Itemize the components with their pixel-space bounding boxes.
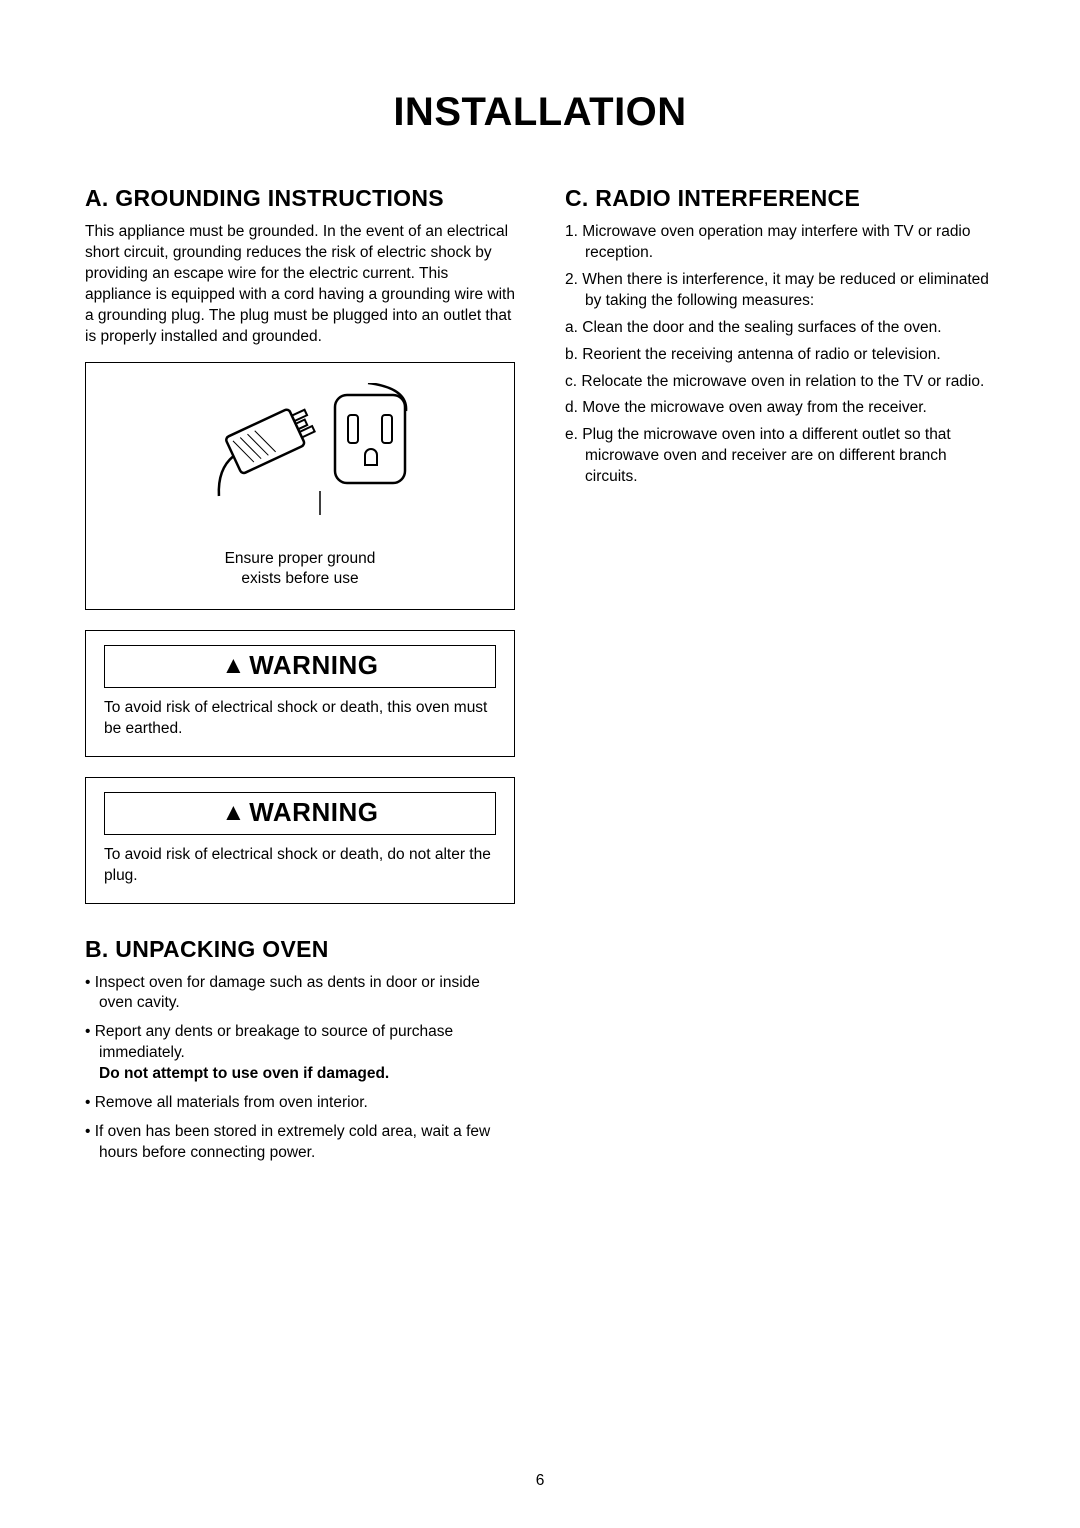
list-item-bold-followup: Do not attempt to use oven if damaged.	[99, 1065, 389, 1082]
list-marker: d.	[565, 399, 578, 416]
list-item-text: Reorient the receiving antenna of radio …	[582, 346, 940, 363]
two-column-layout: A. GROUNDING INSTRUCTIONS This appliance…	[85, 185, 995, 1172]
list-item: e. Plug the microwave oven into a differ…	[565, 425, 995, 488]
section-a-heading: A. GROUNDING INSTRUCTIONS	[85, 185, 515, 212]
warning-label-row-1: ▲WARNING	[104, 645, 496, 688]
grounding-figure: Ensure proper ground exists before use	[170, 383, 430, 589]
figure-caption-line2: exists before use	[241, 570, 358, 587]
section-b-heading: B. UNPACKING OVEN	[85, 936, 515, 963]
section-b: B. UNPACKING OVEN Inspect oven for damag…	[85, 936, 515, 1164]
warning-text-2: To avoid risk of electrical shock or dea…	[104, 845, 496, 887]
list-item-text: When there is interference, it may be re…	[582, 271, 989, 309]
list-item: 1. Microwave oven operation may interfer…	[565, 222, 995, 264]
list-marker: 2.	[565, 271, 578, 288]
warning-box-2: ▲WARNING To avoid risk of electrical sho…	[85, 777, 515, 904]
list-item: If oven has been stored in extremely col…	[85, 1122, 515, 1164]
list-marker: a.	[565, 319, 578, 336]
list-marker: 1.	[565, 223, 578, 240]
list-item: c. Relocate the microwave oven in relati…	[565, 372, 995, 393]
list-item: Inspect oven for damage such as dents in…	[85, 973, 515, 1015]
list-item: Remove all materials from oven interior.	[85, 1093, 515, 1114]
list-item-text: Microwave oven operation may interfere w…	[582, 223, 970, 261]
list-item: b. Reorient the receiving antenna of rad…	[565, 345, 995, 366]
section-c-list: 1. Microwave oven operation may interfer…	[565, 222, 995, 488]
list-marker: c.	[565, 373, 577, 390]
warning-triangle-icon: ▲	[222, 799, 246, 826]
list-item-text: Inspect oven for damage such as dents in…	[95, 974, 480, 1012]
section-c-heading: C. RADIO INTERFERENCE	[565, 185, 995, 212]
list-item-text: Remove all materials from oven interior.	[95, 1094, 368, 1111]
list-marker: e.	[565, 426, 578, 443]
page-number: 6	[0, 1472, 1080, 1490]
list-item: a. Clean the door and the sealing surfac…	[565, 318, 995, 339]
grounding-figure-box: Ensure proper ground exists before use	[85, 362, 515, 610]
list-item: d. Move the microwave oven away from the…	[565, 398, 995, 419]
list-item-text: If oven has been stored in extremely col…	[95, 1123, 490, 1161]
list-item: 2. When there is interference, it may be…	[565, 270, 995, 312]
warning-box-1: ▲WARNING To avoid risk of electrical sho…	[85, 630, 515, 757]
warning-text-1: To avoid risk of electrical shock or dea…	[104, 698, 496, 740]
list-item: Report any dents or breakage to source o…	[85, 1022, 515, 1085]
list-marker: b.	[565, 346, 578, 363]
warning-label-1: WARNING	[249, 650, 378, 680]
section-b-list: Inspect oven for damage such as dents in…	[85, 973, 515, 1164]
page-title: INSTALLATION	[85, 90, 995, 135]
list-item-text: Clean the door and the sealing surfaces …	[582, 319, 941, 336]
left-column: A. GROUNDING INSTRUCTIONS This appliance…	[85, 185, 515, 1172]
list-item-text: Plug the microwave oven into a different…	[582, 426, 951, 485]
warning-label-2: WARNING	[249, 797, 378, 827]
right-column: C. RADIO INTERFERENCE 1. Microwave oven …	[565, 185, 995, 1172]
warning-triangle-icon: ▲	[222, 652, 246, 679]
plug-outlet-illustration	[170, 383, 430, 543]
figure-caption-line1: Ensure proper ground	[225, 550, 376, 567]
section-a-paragraph: This appliance must be grounded. In the …	[85, 222, 515, 348]
list-item-text: Relocate the microwave oven in relation …	[581, 373, 984, 390]
list-item-text: Report any dents or breakage to source o…	[95, 1023, 453, 1061]
warning-label-row-2: ▲WARNING	[104, 792, 496, 835]
figure-caption: Ensure proper ground exists before use	[170, 549, 430, 589]
list-item-text: Move the microwave oven away from the re…	[582, 399, 927, 416]
